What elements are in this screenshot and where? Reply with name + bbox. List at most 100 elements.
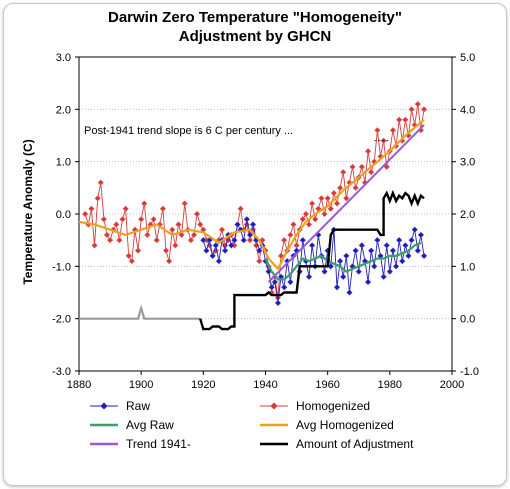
x-tick-label: 1980: [378, 379, 402, 391]
y-left-tick-label: -1.0: [52, 261, 71, 273]
x-tick-label: 2000: [440, 379, 464, 391]
raw-point: [271, 278, 279, 286]
x-tick-label: 1880: [67, 379, 91, 391]
homogenized-point: [402, 116, 409, 124]
homogenized-point: [299, 215, 307, 223]
chart-title-line1: Darwin Zero Temperature "Homogeneity": [108, 9, 402, 26]
y-left-tick-label: -2.0: [52, 314, 71, 326]
raw-point: [405, 252, 412, 260]
homogenized-point: [97, 179, 105, 186]
homogenized-point: [128, 257, 136, 265]
homogenized-point: [190, 231, 198, 239]
homogenized-point: [374, 126, 381, 134]
gridlines: [79, 108, 452, 320]
raw-point: [221, 247, 229, 254]
homogenized-point: [339, 168, 347, 176]
raw-point: [215, 257, 223, 265]
homogenized-point: [321, 210, 328, 218]
raw-point: [343, 252, 350, 260]
legend-swatch-marker: [100, 402, 108, 410]
homogenized-point: [172, 242, 179, 249]
raw-point: [408, 236, 415, 244]
homogenized-point: [287, 231, 294, 239]
homogenized-point: [116, 236, 123, 244]
raw-point: [383, 242, 391, 249]
homogenized-point: [193, 210, 201, 218]
homogenized-point: [119, 215, 126, 223]
raw-point: [374, 236, 381, 244]
homogenized-point: [280, 236, 288, 244]
legend-label: Homogenized: [296, 399, 370, 413]
raw-point: [355, 268, 363, 275]
y-right-tick-label: 5.0: [460, 52, 475, 64]
raw-point: [358, 242, 366, 249]
homogenized-point: [153, 236, 160, 244]
x-tick-label: 1920: [191, 379, 215, 391]
legend-label: Avg Raw: [126, 418, 174, 432]
homogenized-point: [349, 163, 356, 171]
homogenized-point: [218, 226, 226, 233]
y-right-tick-label: 4.0: [460, 104, 475, 116]
trend-line: [267, 124, 425, 283]
homogenized-point: [243, 221, 251, 228]
legend-label: Amount of Adjustment: [296, 437, 414, 451]
avg-homogenized-line: [78, 118, 425, 270]
raw-point: [346, 289, 353, 296]
y-left-tick-label: 0.0: [56, 209, 71, 221]
homogenized-point: [367, 168, 375, 176]
raw-point: [287, 278, 294, 286]
y-left-tick-label: 2.0: [56, 104, 71, 116]
homogenized-point: [168, 226, 176, 233]
raw-point: [200, 236, 207, 244]
homogenized-point: [336, 184, 344, 192]
trend-annotation: Post-1941 trend slope is 6 C per century…: [84, 125, 293, 137]
raw-point: [249, 221, 257, 228]
raw-point: [234, 221, 241, 228]
raw-point: [333, 283, 341, 291]
homogenized-point: [364, 147, 372, 155]
homogenized-point: [181, 200, 188, 207]
axes: 3.0 2.0 1.0 0.0 -1.0 -2.0 -3.0 5.0 4.0 3.0 2.0 1.0 0…: [52, 52, 479, 391]
raw-point: [256, 247, 263, 254]
raw-point: [268, 283, 275, 291]
homogenized-point: [106, 236, 114, 244]
homogenized-point: [256, 257, 263, 265]
homogenized-point: [178, 231, 185, 239]
homogenized-point: [159, 205, 167, 213]
homogenized-point: [165, 257, 173, 265]
y-left-tick-label: 1.0: [56, 157, 71, 169]
raw-point: [380, 273, 387, 281]
y-left-tick-label: -3.0: [52, 366, 71, 378]
raw-point: [367, 247, 375, 254]
x-tick-label: 1940: [253, 379, 277, 391]
homogenized-point: [81, 210, 89, 218]
raw-point: [392, 263, 400, 270]
raw-point: [308, 242, 316, 249]
homogenized-point: [343, 195, 350, 202]
raw-point: [352, 247, 359, 254]
homogenized-point: [305, 221, 313, 228]
raw-point: [371, 263, 378, 270]
raw-point: [240, 236, 248, 244]
homogenized-point: [150, 215, 157, 223]
homogenized-point: [420, 106, 428, 113]
homogenized-point: [103, 231, 111, 239]
x-tick-label: 1960: [315, 379, 339, 391]
y-right-tick-label: 2.0: [460, 209, 475, 221]
y-right-tick-label: -1.0: [460, 366, 479, 378]
y-right-tick-label: 0.0: [460, 314, 475, 326]
homogenized-point: [162, 247, 170, 254]
legend: Raw Homogenized Avg Raw Avg Homogenized Tren…: [90, 399, 414, 451]
homogenized-point: [358, 163, 366, 171]
adjustment-early-line: [79, 304, 201, 320]
y-left-tick-label: 3.0: [56, 52, 71, 64]
homogenized-point: [144, 231, 151, 239]
raw-point: [321, 268, 328, 275]
raw-point: [411, 226, 418, 233]
homogenized-point: [389, 126, 397, 134]
homogenized-point: [330, 189, 338, 197]
homogenized-point: [327, 205, 335, 213]
homogenized-point: [395, 116, 403, 124]
x-tick-label: 1900: [129, 379, 153, 391]
raw-point: [417, 231, 425, 239]
